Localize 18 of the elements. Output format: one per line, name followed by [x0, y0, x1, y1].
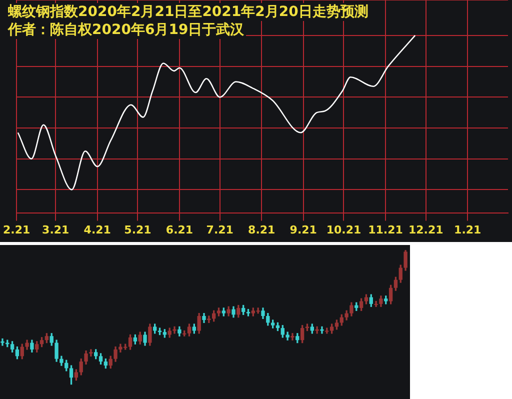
x-tick-label: 2.21	[3, 223, 30, 236]
candlestick	[290, 333, 294, 340]
x-tick-label: 8.21	[248, 223, 276, 236]
x-tick-label: 1.21	[454, 223, 482, 236]
x-tick-label: 12.21	[408, 223, 444, 236]
x-tick-label: 11.21	[368, 223, 403, 236]
x-tick-label: 7.21	[206, 223, 234, 236]
x-tick-label: 10.21	[326, 223, 362, 236]
candlestick	[89, 349, 93, 357]
x-tick-label: 5.21	[124, 223, 152, 236]
chart-subtitle: 作者：陈自权2020年6月19日于武汉	[6, 21, 246, 39]
chart-title: 螺纹钢指数2020年2月21日至2021年2月20日走势预测	[6, 3, 370, 21]
candlestick	[374, 300, 378, 307]
x-tick-label: 3.21	[42, 223, 70, 236]
x-tick-label: 9.21	[290, 223, 317, 236]
x-tick-label: 6.21	[166, 223, 194, 236]
candlestick	[0, 338, 4, 346]
x-tick-label: 4.21	[84, 223, 111, 236]
